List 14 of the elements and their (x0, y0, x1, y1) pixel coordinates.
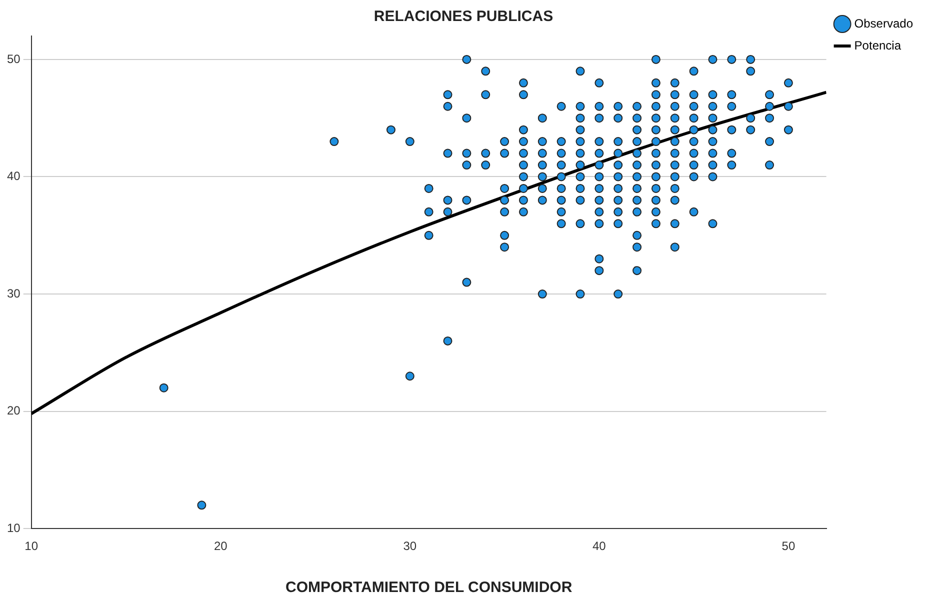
x-axis-title: COMPORTAMIENTO DEL CONSUMIDOR (285, 579, 572, 596)
y-tick-label: 30 (6, 286, 21, 300)
y-tick-label: 50 (6, 52, 21, 66)
legend-label: Potencia (854, 38, 902, 52)
y-tick-label: 20 (6, 404, 21, 418)
x-tick-label: 30 (403, 539, 417, 554)
y-tick-label: 40 (6, 169, 21, 184)
y-tick-label: 10 (6, 520, 21, 535)
legend-label: Observado (854, 16, 914, 30)
x-tick-label: 20 (214, 539, 228, 554)
x-tick-label: 10 (24, 539, 38, 554)
chart-title: RELACIONES PUBLICAS (374, 8, 554, 26)
x-tick-label: 40 (592, 539, 606, 554)
x-tick-label: 50 (782, 539, 796, 554)
